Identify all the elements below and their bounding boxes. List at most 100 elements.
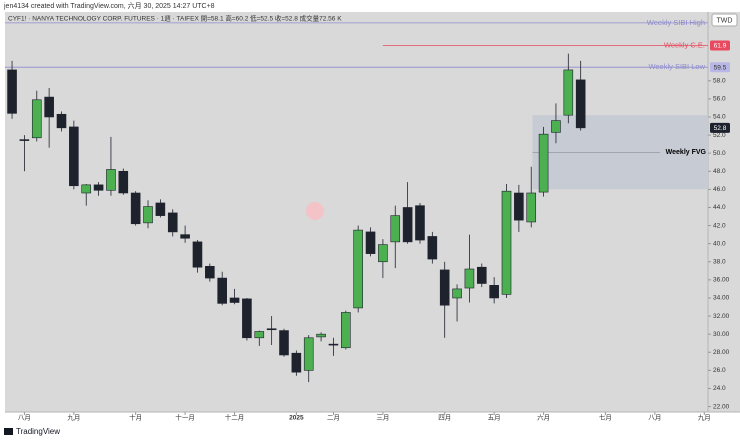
candle-body — [205, 265, 215, 279]
candle-body — [452, 288, 462, 299]
y-tick-label: 32.00 — [713, 313, 730, 320]
candle-body — [118, 170, 129, 194]
plot-bg — [5, 12, 708, 412]
candle-body — [365, 231, 376, 254]
candle-body — [180, 234, 190, 239]
x-tick-label: 十月 — [129, 413, 142, 422]
candle-body — [415, 205, 425, 241]
y-tick-label: 28.00 — [713, 349, 730, 356]
candle-body — [130, 192, 141, 225]
y-tick-label: 42.0 — [713, 222, 726, 229]
watermark-logo — [306, 202, 324, 220]
level-label: Weekly SIBI High — [647, 18, 705, 27]
fvg-label: Weekly FVG — [666, 149, 707, 156]
candle-body — [551, 120, 561, 133]
footer-logo — [4, 428, 13, 435]
candle-body — [279, 330, 289, 356]
candle-body — [303, 337, 314, 371]
x-tick-label: 十二月 — [225, 413, 245, 422]
y-tick-label: 22.00 — [713, 403, 730, 410]
candle-body — [155, 202, 166, 216]
candle-body — [514, 192, 524, 221]
candle-body — [93, 184, 104, 191]
y-tick-label: 40.0 — [713, 240, 726, 247]
x-tick-label: 二月 — [327, 414, 340, 422]
candle-body — [254, 331, 265, 339]
x-tick-label: 九月 — [67, 413, 80, 422]
y-tick-label: 50.0 — [713, 150, 726, 157]
y-tick-label: 44.0 — [713, 204, 726, 211]
candle-body — [229, 297, 240, 303]
y-tick-label: 52.0 — [713, 132, 726, 139]
x-tick-label: 三月 — [376, 414, 389, 422]
y-tick-label: 48.0 — [713, 168, 726, 175]
y-tick-label: 26.0 — [713, 367, 726, 374]
currency: TWD — [717, 17, 733, 24]
candle-body — [242, 298, 252, 339]
x-tick-label: 九月 — [698, 413, 711, 422]
price-box-label: 52.8 — [714, 125, 727, 132]
price-box-label: 61.9 — [714, 43, 727, 50]
price-box — [710, 62, 730, 73]
y-tick-label: 36.00 — [713, 277, 730, 284]
candle-body — [501, 190, 512, 295]
x-tick-label: 六月 — [537, 413, 550, 422]
candle-body — [476, 266, 487, 284]
x-tick-label: 七月 — [599, 413, 612, 422]
candle-body — [69, 126, 79, 187]
candle-body — [81, 184, 92, 194]
candle-body — [402, 207, 413, 243]
level-label: Weekly SIBI Low — [648, 62, 705, 71]
price-box — [710, 122, 730, 133]
candle-body — [526, 192, 537, 223]
y-tick-label: 34.00 — [713, 295, 730, 302]
candle-body — [563, 69, 574, 116]
candle-body — [106, 169, 116, 191]
y-tick-label: 56.0 — [713, 96, 726, 103]
candle-body — [378, 244, 388, 263]
candle-body — [44, 96, 54, 118]
candle-body — [217, 277, 227, 304]
y-tick-label: 24.0 — [713, 385, 726, 392]
candle-body — [538, 133, 549, 193]
candle-body — [328, 343, 339, 346]
candle-body — [19, 139, 30, 141]
x-tick-label: 十一月 — [175, 413, 195, 422]
candle-body — [192, 241, 203, 268]
candle-body — [56, 113, 67, 129]
y-tick-label: 30.00 — [713, 331, 730, 338]
price-box — [710, 40, 730, 51]
candle-body — [353, 229, 363, 309]
candle-body — [464, 268, 475, 289]
candle-body — [489, 285, 499, 299]
candle-body — [316, 333, 326, 338]
candle-body — [390, 215, 401, 243]
candle-body — [427, 236, 438, 260]
currency-box — [711, 13, 738, 27]
x-tick-label: 2025 — [289, 415, 304, 422]
level-label: Weekly C.E. — [664, 40, 705, 49]
x-tick-label: 八月 — [18, 414, 31, 422]
axis-bg — [708, 12, 740, 412]
price-box-label: 59.5 — [714, 64, 727, 71]
candle-body — [575, 79, 586, 129]
chart-title: CYF1! · NANYA TECHNOLOGY CORP. FUTURES ·… — [8, 14, 342, 23]
candle-body — [341, 312, 351, 349]
x-tick-label: 五月 — [488, 414, 501, 422]
x-tick-label: 四月 — [438, 414, 451, 422]
candle-body — [266, 328, 277, 331]
candle-body — [167, 212, 178, 233]
y-tick-label: 46.0 — [713, 186, 726, 193]
candle-body — [31, 99, 42, 139]
logo-icon — [4, 428, 13, 435]
candle-body — [291, 352, 302, 373]
y-tick-label: 58.0 — [713, 77, 726, 84]
caption: jen4134 created with TradingView.com, 六月… — [3, 1, 215, 10]
y-tick-label: 38.0 — [713, 258, 726, 265]
x-tick-label: 八月 — [648, 414, 661, 422]
candle-body — [143, 206, 153, 224]
footer: TradingView — [16, 427, 60, 436]
candle-body — [439, 269, 450, 306]
y-tick-label: 54.0 — [713, 114, 726, 121]
